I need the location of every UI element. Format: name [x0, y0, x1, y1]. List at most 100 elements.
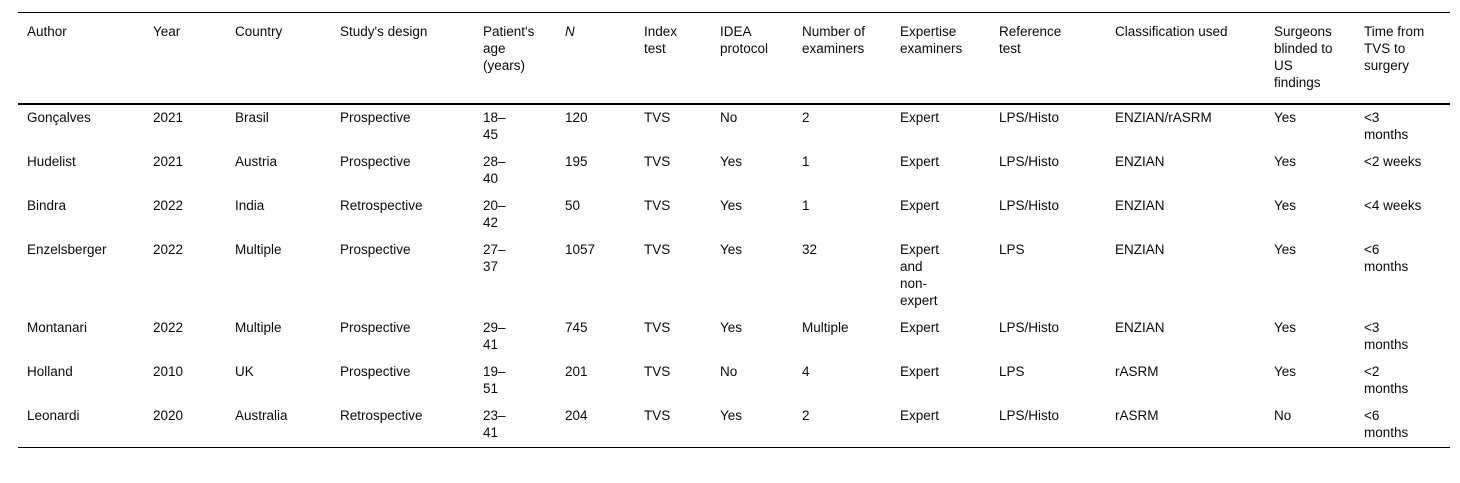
column-header-label: Reference test [999, 24, 1062, 56]
cell-age: 19–51 [483, 359, 565, 403]
column-header-idea: IDEA protocol [720, 12, 802, 105]
cell-n: 50 [565, 193, 644, 237]
cell-country: Brasil [235, 104, 340, 149]
cell-classification: rASRM [1115, 359, 1274, 403]
column-header-examiners: Number of examiners [802, 12, 900, 105]
cell-value: ENZIAN [1115, 320, 1165, 335]
cell-design: Retrospective [340, 193, 483, 237]
cell-n: 1057 [565, 237, 644, 315]
table-row: Enzelsberger 2022 Multiple Prospective 27–37… [18, 237, 1450, 315]
cell-value: Holland [27, 364, 73, 379]
cell-value: 18–45 [483, 110, 506, 142]
cell-author: Holland [18, 359, 153, 403]
cell-index: TVS [644, 315, 720, 359]
cell-value: Expert [900, 198, 940, 213]
cell-value: 2021 [153, 110, 184, 125]
cell-value: 2010 [153, 364, 184, 379]
cell-age: 18–45 [483, 104, 565, 149]
cell-value: Prospective [340, 320, 411, 335]
column-header-label: N [565, 24, 575, 39]
cell-time: <3 months [1364, 104, 1450, 149]
cell-value: 201 [565, 364, 588, 379]
cell-value: LPS/Histo [999, 320, 1060, 335]
cell-blinded: Yes [1274, 149, 1364, 193]
column-header-time: Time from TVS to surgery [1364, 12, 1450, 105]
cell-value: 2022 [153, 198, 184, 213]
column-header-country: Country [235, 12, 340, 105]
column-header-year: Year [153, 12, 235, 105]
column-header-author: Author [18, 12, 153, 105]
cell-blinded: Yes [1274, 359, 1364, 403]
cell-index: TVS [644, 193, 720, 237]
cell-blinded: Yes [1274, 193, 1364, 237]
cell-value: <3 months [1364, 110, 1409, 142]
cell-country: India [235, 193, 340, 237]
cell-expertise: Expert and non-expert [900, 237, 999, 315]
cell-blinded: Yes [1274, 237, 1364, 315]
cell-examiners: 2 [802, 403, 900, 448]
cell-value: Expert [900, 154, 940, 169]
cell-value: TVS [644, 242, 671, 257]
header-row: Author Year Country Study's design Patient's… [18, 12, 1450, 105]
cell-value: 1 [802, 198, 810, 213]
cell-time: <4 weeks [1364, 193, 1450, 237]
column-header-blinded: Surgeons blinded to US findings [1274, 12, 1364, 105]
cell-time: <2 months [1364, 359, 1450, 403]
cell-value: Multiple [235, 242, 282, 257]
column-header-label: Classification used [1115, 24, 1228, 39]
table-body: Gonçalves 2021 Brasil Prospective 18–45 120 TV… [18, 104, 1450, 448]
cell-value: 2 [802, 110, 810, 125]
column-header-classification: Classification used [1115, 12, 1274, 105]
table-row: Montanari 2022 Multiple Prospective 29–41 745… [18, 315, 1450, 359]
cell-idea: Yes [720, 237, 802, 315]
cell-value: rASRM [1115, 364, 1159, 379]
cell-examiners: 1 [802, 193, 900, 237]
column-header-label: Study's design [340, 24, 428, 39]
cell-idea: No [720, 104, 802, 149]
table-header: Author Year Country Study's design Patient's… [18, 12, 1450, 105]
column-header-label: IDEA protocol [720, 24, 769, 56]
cell-author: Enzelsberger [18, 237, 153, 315]
cell-country: Multiple [235, 315, 340, 359]
cell-n: 120 [565, 104, 644, 149]
cell-blinded: Yes [1274, 104, 1364, 149]
column-header-label: Year [153, 24, 181, 39]
cell-classification: ENZIAN/rASRM [1115, 104, 1274, 149]
cell-year: 2022 [153, 193, 235, 237]
cell-value: 204 [565, 408, 588, 423]
cell-value: TVS [644, 154, 671, 169]
cell-value: 28–40 [483, 154, 506, 186]
cell-value: Prospective [340, 364, 411, 379]
cell-value: No [720, 110, 738, 125]
cell-value: Bindra [27, 198, 67, 213]
cell-value: Yes [720, 408, 743, 423]
cell-time: <2 weeks [1364, 149, 1450, 193]
cell-value: Enzelsberger [27, 242, 107, 257]
column-header-label: Surgeons blinded to US findings [1274, 24, 1333, 90]
cell-author: Hudelist [18, 149, 153, 193]
cell-value: LPS [999, 242, 1025, 257]
cell-value: <2 weeks [1364, 154, 1422, 169]
cell-expertise: Expert [900, 149, 999, 193]
cell-time: <3 months [1364, 315, 1450, 359]
cell-idea: Yes [720, 315, 802, 359]
cell-value: 50 [565, 198, 581, 213]
cell-value: <6 months [1364, 242, 1409, 274]
cell-design: Prospective [340, 315, 483, 359]
cell-value: ENZIAN [1115, 242, 1165, 257]
cell-value: 1 [802, 154, 810, 169]
cell-country: Multiple [235, 237, 340, 315]
cell-expertise: Expert [900, 403, 999, 448]
cell-age: 27–37 [483, 237, 565, 315]
cell-age: 28–40 [483, 149, 565, 193]
cell-index: TVS [644, 359, 720, 403]
cell-value: TVS [644, 320, 671, 335]
cell-value: No [720, 364, 738, 379]
cell-country: Austria [235, 149, 340, 193]
column-header-age: Patient's age (years) [483, 12, 565, 105]
column-header-reference: Reference test [999, 12, 1115, 105]
cell-value: 2021 [153, 154, 184, 169]
cell-value: <3 months [1364, 320, 1409, 352]
cell-value: 2020 [153, 408, 184, 423]
column-header-expertise: Expertise examiners [900, 12, 999, 105]
